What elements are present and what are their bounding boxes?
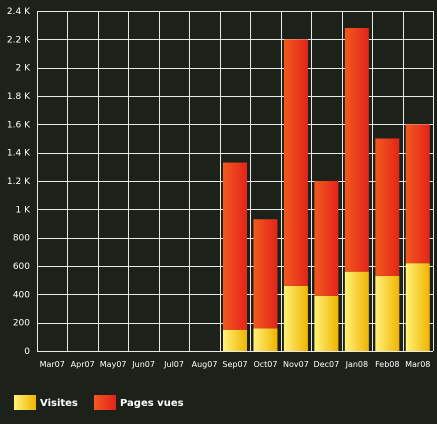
y-tick-label: 200 <box>13 319 30 329</box>
x-tick-label: May07 <box>100 360 127 369</box>
x-tick-label: Aug07 <box>192 360 218 369</box>
y-tick-label: 1.4 K <box>7 149 31 159</box>
y-tick-label: 2.4 K <box>7 7 31 17</box>
x-tick-label: Mar07 <box>40 360 65 369</box>
legend-swatch-visites <box>14 395 36 410</box>
x-tick-label: Feb08 <box>375 360 399 369</box>
x-tick-label: Sep07 <box>222 360 247 369</box>
y-tick-label: 0 <box>24 347 30 357</box>
bar-segment-visites[interactable] <box>314 295 339 351</box>
y-tick-label: 1.2 K <box>7 177 31 187</box>
bar-segment-pages-vues[interactable] <box>344 28 369 272</box>
x-tick-label: Mar08 <box>405 360 430 369</box>
y-tick-label: 2 K <box>16 64 32 74</box>
bar-segment-visites[interactable] <box>375 275 400 351</box>
bar-segment-visites[interactable] <box>253 328 278 351</box>
bar-segment-pages-vues[interactable] <box>283 39 308 286</box>
bar-segment-visites[interactable] <box>405 263 430 351</box>
legend-swatch-pages-vues <box>94 395 116 410</box>
legend: Visites Pages vues <box>14 395 184 410</box>
legend-label-visites: Visites <box>40 398 78 409</box>
bar-segment-visites[interactable] <box>344 271 369 351</box>
y-tick-label: 400 <box>13 290 30 300</box>
bar-segment-pages-vues[interactable] <box>405 124 430 264</box>
bar-segment-pages-vues[interactable] <box>223 162 247 330</box>
y-tick-label: 2.2 K <box>7 35 31 45</box>
x-tick-label: Apr07 <box>71 360 95 369</box>
grid-lines <box>37 11 434 352</box>
x-tick-label: Jun07 <box>131 360 155 369</box>
x-tick-label: Dec07 <box>314 360 340 369</box>
y-tick-label: 1 K <box>16 205 32 215</box>
legend-label-pages-vues: Pages vues <box>120 398 184 409</box>
y-tick-label: 800 <box>13 234 30 244</box>
x-tick-label: Jan08 <box>345 360 369 369</box>
bar-segment-pages-vues[interactable] <box>314 181 339 296</box>
y-axis-ticks: 0 200 400 600 800 1 K 1.2 K 1.4 K 1.6 K 1.8 K 2 K 2… <box>7 7 31 357</box>
bars <box>223 28 430 351</box>
x-axis-ticks: Mar07 Apr07 May07 Jun07 Jul07 Aug07 Sep07 Oct07… <box>40 360 431 369</box>
bar-segment-pages-vues[interactable] <box>253 219 278 329</box>
y-tick-label: 1.8 K <box>7 92 31 102</box>
bar-segment-visites[interactable] <box>283 285 308 351</box>
x-tick-label: Nov07 <box>283 360 309 369</box>
y-tick-label: 1.6 K <box>7 120 31 130</box>
bar-segment-pages-vues[interactable] <box>375 138 400 276</box>
x-tick-label: Oct07 <box>253 360 277 369</box>
bar-segment-visites[interactable] <box>223 329 247 351</box>
y-tick-label: 600 <box>13 262 30 272</box>
x-tick-label: Jul07 <box>163 360 184 369</box>
